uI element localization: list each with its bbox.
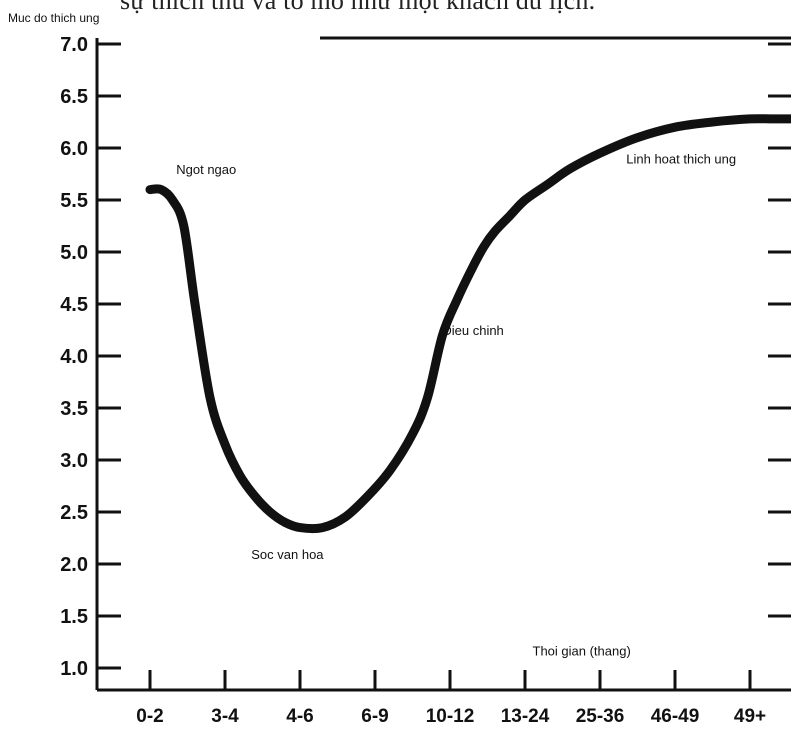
y-tick-label: 6.0	[60, 138, 88, 160]
annotation-label: Ngot ngao	[176, 162, 236, 177]
y-tick-label: 4.0	[60, 346, 88, 368]
y-tick-label: 2.0	[60, 554, 88, 576]
x-tick-label: 0-2	[136, 706, 163, 727]
series-layer	[145, 114, 791, 534]
x-tick-label: 6-9	[361, 706, 388, 727]
adaptation-curve-line	[145, 114, 791, 534]
x-ticks: 0-2 3-4 4-6 6-9 10-12 13-24 25-36 46-49 49+	[136, 670, 766, 727]
y-tick-label: 1.5	[60, 606, 88, 628]
y-tick-label: 3.5	[60, 398, 88, 420]
x-tick-label: 4-6	[286, 706, 313, 727]
y-tick-label: 2.5	[60, 502, 88, 524]
y-tick-label: 1.0	[60, 658, 88, 680]
x-tick-label: 13-24	[501, 706, 550, 727]
annotations: Ngot ngao Soc van hoa ,Dieu chinh Linh hoat…	[176, 152, 736, 659]
y-axis-label: Muc do thich ung	[8, 11, 99, 25]
annotation-label: Soc van hoa	[251, 547, 324, 562]
y-tick-label: 4.5	[60, 294, 88, 316]
x-tick-label: 49+	[734, 706, 766, 727]
annotation-label: Thoi gian (thang)	[533, 644, 631, 659]
y-tick-label: 5.0	[60, 242, 88, 264]
y-tick-label: 3.0	[60, 450, 88, 472]
x-tick-label: 25-36	[576, 706, 625, 727]
y-tick-label: 7.0	[60, 34, 88, 56]
x-tick-label: 46-49	[651, 706, 700, 727]
annotation-label: ,Dieu chinh	[439, 323, 504, 338]
page-heading-fragment: sự thích thú và tò mò như một khách du l…	[120, 0, 596, 15]
y-tick-label: 5.5	[60, 190, 88, 212]
y-ticks: 1.0 1.5 2.0 2.5 3.0 3.5 4.0 4.5 5.0 5.5 6.0 6.5 7.0	[60, 34, 121, 680]
right-edge-ticks	[768, 42, 791, 618]
y-tick-label: 6.5	[60, 86, 88, 108]
x-tick-label: 3-4	[211, 706, 239, 727]
annotation-label: Linh hoat thich ung	[626, 152, 736, 167]
x-tick-label: 10-12	[426, 706, 475, 727]
